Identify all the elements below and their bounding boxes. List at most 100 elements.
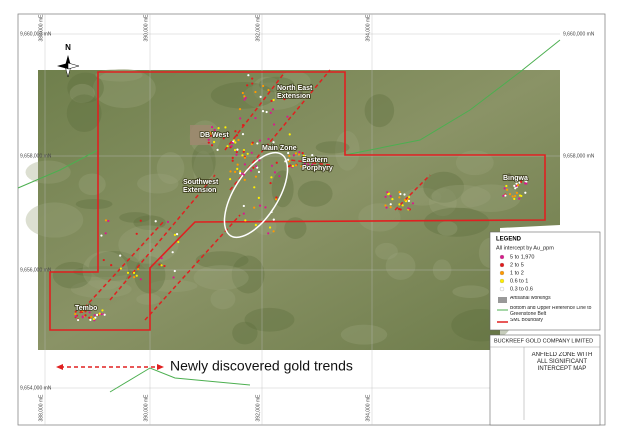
legend-swatch	[499, 278, 505, 284]
intercept	[222, 137, 225, 140]
field-patch	[138, 243, 163, 270]
intercept	[269, 111, 272, 114]
field-patch	[92, 68, 156, 109]
field-patch	[232, 321, 258, 345]
field-patch	[95, 68, 143, 82]
village	[190, 125, 212, 145]
field-patch	[210, 82, 276, 109]
intercept	[513, 184, 516, 187]
legend: LEGEND All intercept by Au_ppm 5 to 1,97…	[489, 231, 601, 331]
intercept	[292, 154, 295, 157]
intercept	[104, 232, 107, 235]
field-patch	[25, 202, 84, 238]
intercept	[119, 254, 122, 257]
northing-label: 9,660,000 mN	[563, 31, 595, 37]
intercept	[306, 157, 309, 160]
intercept	[267, 137, 270, 141]
intercept	[74, 310, 77, 313]
intercept	[210, 126, 214, 129]
intercept	[286, 115, 289, 118]
intercept	[272, 98, 275, 102]
intercept	[518, 194, 522, 197]
field-patch	[66, 94, 102, 133]
intercept	[207, 138, 210, 141]
field-patch	[242, 82, 303, 111]
intercept	[231, 159, 234, 162]
reference-line	[344, 39, 561, 156]
intercept	[119, 267, 122, 270]
intercept	[166, 220, 170, 223]
place-label: North East Extension	[277, 85, 313, 100]
legend-wrap: SML Boundary	[510, 318, 543, 323]
intercept	[287, 151, 290, 155]
intercept	[104, 219, 108, 222]
intercept	[94, 308, 97, 311]
annotation: Newly discovered gold trends	[56, 358, 353, 374]
easting-label: 392,000 mE	[255, 14, 261, 42]
intercept	[98, 312, 101, 315]
legend-title: LEGEND	[496, 237, 522, 243]
intercept	[258, 139, 262, 142]
intercept	[163, 264, 166, 268]
intercept	[397, 207, 401, 211]
field-patch	[70, 280, 132, 299]
place-label: Eastern Porphyry	[302, 157, 333, 172]
field-patch	[69, 83, 95, 104]
legend-swatch	[499, 254, 505, 260]
intercept	[241, 123, 245, 127]
intercept	[246, 84, 249, 87]
intercept	[137, 268, 140, 271]
intercept	[308, 160, 311, 163]
sml-boundary	[49, 71, 546, 331]
intercept	[254, 90, 257, 94]
intercept	[503, 187, 506, 190]
northing-label: 9,656,000 mN	[20, 267, 52, 273]
intercept	[272, 218, 275, 221]
field-patch	[423, 207, 490, 237]
intercept	[243, 95, 246, 98]
intercept	[391, 198, 394, 201]
intercept	[272, 230, 275, 233]
field-patch	[137, 173, 179, 194]
intercept	[209, 134, 213, 137]
field-patch	[82, 250, 129, 290]
intercept	[399, 192, 402, 196]
intercept	[242, 212, 245, 215]
title-block: BUCKREEF GOLD COMPANY LIMITED ANFIELD ZO…	[489, 334, 601, 426]
intercept	[242, 148, 246, 152]
intercept	[270, 176, 273, 179]
intercept	[258, 204, 262, 207]
intercept	[267, 88, 270, 92]
intercept	[88, 316, 91, 319]
intercept	[93, 314, 96, 317]
intercept	[74, 312, 77, 316]
field-patch	[67, 72, 104, 104]
intercept	[239, 172, 242, 175]
intercept	[95, 313, 99, 317]
intercept	[154, 220, 157, 223]
place-line: Main Zone	[262, 145, 297, 152]
intercept	[224, 126, 227, 129]
field-patch	[364, 94, 395, 128]
intercept	[243, 163, 247, 166]
field-patch	[195, 251, 249, 270]
company: BUCKREEF GOLD COMPANY LIMITED	[494, 338, 593, 344]
intercept	[407, 207, 410, 210]
intercept	[92, 317, 95, 321]
intercept	[514, 187, 517, 190]
north-label: N	[65, 43, 71, 52]
grid: 9,660,000 mN 9,658,000 mN 9,656,000 mN 9,65…	[20, 14, 595, 425]
intercept	[90, 316, 93, 319]
intercept	[311, 163, 314, 166]
intercept	[233, 148, 237, 152]
intercept	[235, 153, 238, 156]
intercept	[216, 148, 219, 151]
place-line: North East	[277, 85, 313, 92]
intercept	[210, 144, 214, 147]
intercept	[252, 166, 255, 169]
intercept	[298, 151, 301, 154]
intercept	[272, 123, 276, 126]
trend	[394, 174, 431, 211]
field-patch	[72, 266, 132, 278]
